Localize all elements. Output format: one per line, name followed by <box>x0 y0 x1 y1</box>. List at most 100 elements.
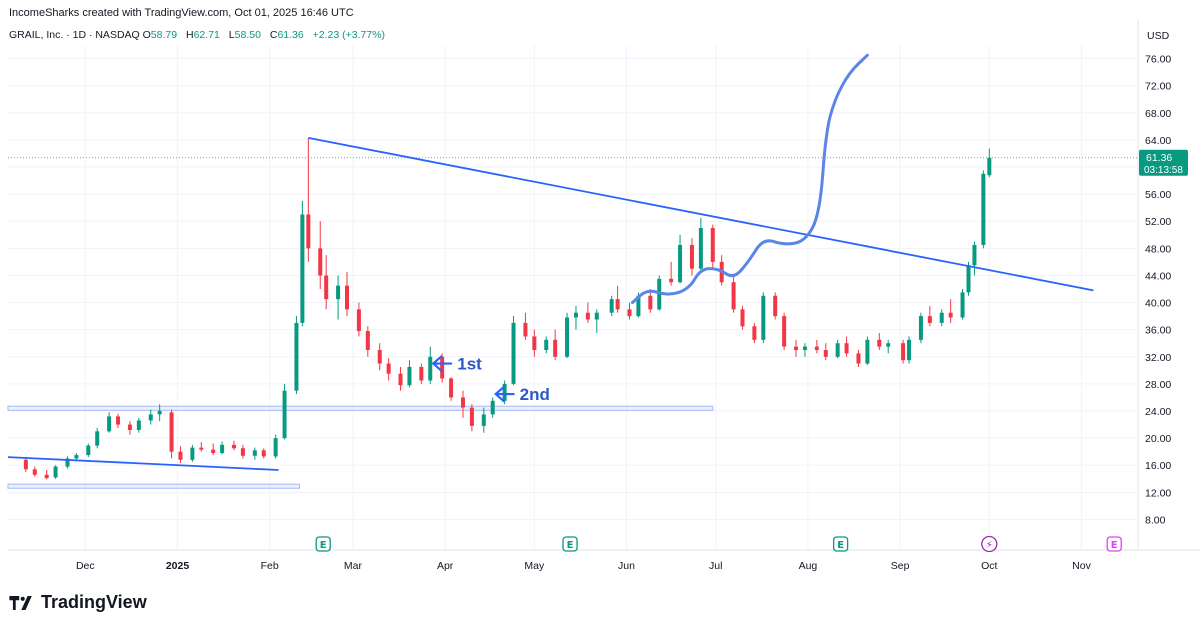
y-tick-label: 32.00 <box>1145 352 1171 364</box>
candle-body <box>731 282 736 310</box>
y-tick-label: 16.00 <box>1145 460 1171 472</box>
candle-body <box>398 373 403 386</box>
candle-body <box>972 244 977 266</box>
candle-body <box>324 275 329 300</box>
x-tick-label: Apr <box>437 560 454 572</box>
candle-body <box>636 295 641 317</box>
candle-body <box>835 343 840 357</box>
candle-body <box>648 295 653 310</box>
y-tick-label: 44.00 <box>1145 270 1171 282</box>
symbol-legend: GRAIL, Inc. · 1D · NASDAQ O58.79 H62.71 … <box>9 29 385 41</box>
candle-body <box>148 414 153 421</box>
candle-body <box>627 309 632 317</box>
logo-text: TradingView <box>41 592 147 612</box>
earnings-marker-label: E <box>567 540 574 551</box>
x-tick-label: Feb <box>261 560 279 572</box>
candle-body <box>157 411 162 415</box>
low-label: L <box>228 29 235 41</box>
candle-body <box>386 363 391 374</box>
y-tick-label: 56.00 <box>1145 189 1171 201</box>
candle-body <box>345 285 349 310</box>
candle-body <box>802 346 807 350</box>
candle-body <box>169 412 174 452</box>
candle-body <box>178 451 183 460</box>
candle-body <box>365 331 370 350</box>
candle-body <box>573 312 578 318</box>
candle-body <box>199 447 204 450</box>
candle-body <box>377 350 382 364</box>
y-tick-label: 20.00 <box>1145 433 1171 445</box>
candle-body <box>116 416 121 425</box>
candle-body <box>844 343 849 354</box>
support-zone <box>7 405 714 411</box>
tradingview-logo-icon <box>9 595 32 610</box>
candle-body <box>689 244 694 269</box>
close-value: 61.36 <box>277 29 304 41</box>
candle-body <box>948 312 953 318</box>
price-chart[interactable]: 76.0072.0068.0064.0060.0056.0052.0048.00… <box>0 0 1200 585</box>
candle-body <box>794 346 799 350</box>
candle-body <box>336 285 341 300</box>
candle-body <box>300 214 305 323</box>
candle-body <box>740 309 745 327</box>
high-value: 62.71 <box>193 29 220 41</box>
candle-body <box>95 431 100 446</box>
candle-body <box>960 292 965 318</box>
candle-body <box>407 366 412 386</box>
earnings-marker-label: E <box>320 540 327 551</box>
bar-countdown: 03:13:58 <box>1144 165 1183 176</box>
candle-body <box>585 312 590 320</box>
candle-body <box>532 336 537 350</box>
support-zone <box>7 483 301 489</box>
currency-label: USD <box>1147 30 1170 42</box>
y-tick-label: 64.00 <box>1145 135 1171 147</box>
candle-body <box>211 449 216 454</box>
earnings-marker-label: E <box>837 540 844 551</box>
tradingview-logo[interactable]: TradingView <box>9 592 147 613</box>
last-price-badge <box>1139 149 1188 176</box>
annotation-label: 1st <box>457 355 482 374</box>
earnings-marker <box>562 536 578 552</box>
candle-body <box>987 157 992 176</box>
low-value: 58.50 <box>234 29 261 41</box>
candle-body <box>273 438 278 457</box>
y-tick-label: 28.00 <box>1145 379 1171 391</box>
y-tick-label: 48.00 <box>1145 243 1171 255</box>
earnings-marker <box>832 536 849 552</box>
candle-body <box>44 474 49 479</box>
candle-body <box>907 339 912 361</box>
last-price-value: 61.36 <box>1146 152 1172 164</box>
trendline <box>308 136 1094 292</box>
candle-body <box>901 343 906 361</box>
candle-body <box>981 173 986 245</box>
candle-body <box>318 248 323 276</box>
candle-body <box>127 424 132 430</box>
earnings-marker <box>1106 536 1122 552</box>
candle-body <box>32 469 37 475</box>
x-tick-label: Aug <box>799 560 818 572</box>
y-tick-label: 8.00 <box>1145 514 1166 526</box>
x-tick-label: Jun <box>618 560 635 572</box>
candle-body <box>306 214 311 249</box>
close-label: C <box>269 29 278 41</box>
candle-body <box>252 450 257 456</box>
candle-body <box>53 466 58 478</box>
candle-body <box>752 326 757 340</box>
candle-body <box>609 299 614 313</box>
candle-body <box>23 459 28 470</box>
x-tick-label: Mar <box>344 560 363 572</box>
dividend-bolt-marker <box>981 535 998 553</box>
candle-body <box>428 356 433 381</box>
candle-body <box>773 295 778 317</box>
candle-body <box>86 445 91 456</box>
candle-body <box>460 397 465 408</box>
projection-curve <box>630 53 869 305</box>
candle-body <box>261 450 266 457</box>
earnings-marker-label: E <box>1111 540 1118 551</box>
x-tick-label: May <box>524 560 545 572</box>
candle-body <box>136 420 141 430</box>
candle-body <box>823 350 828 357</box>
candle-body <box>710 228 715 262</box>
candle-body <box>886 343 891 347</box>
earnings-marker <box>315 536 331 552</box>
